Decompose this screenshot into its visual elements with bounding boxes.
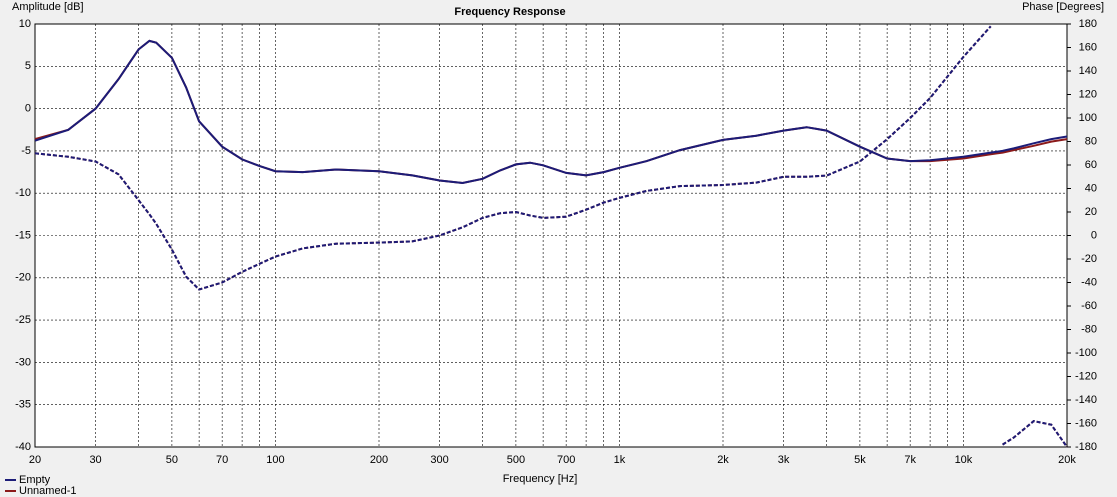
chart-title: Frequency Response xyxy=(454,6,565,18)
y2-tick-label: -120 xyxy=(1075,370,1097,382)
x-tick-label: 70 xyxy=(216,454,228,466)
x-tick-label: 20k xyxy=(1058,454,1076,466)
y-tick-label: 0 xyxy=(25,103,31,115)
y2-tick-label: -80 xyxy=(1081,323,1097,335)
y2-tick-label: 60 xyxy=(1085,159,1097,171)
y2-tick-label: -60 xyxy=(1081,300,1097,312)
phase-line xyxy=(34,25,1068,448)
y2-tick-label: 100 xyxy=(1079,112,1097,124)
y2-tick-label: 20 xyxy=(1085,206,1097,218)
x-axis-label: Frequency [Hz] xyxy=(503,473,578,485)
y-tick-label: -25 xyxy=(15,314,31,326)
y2-tick-label: 120 xyxy=(1079,88,1097,100)
x-tick-label: 7k xyxy=(904,454,916,466)
x-tick-label: 500 xyxy=(507,454,525,466)
y-tick-label: -40 xyxy=(15,441,31,453)
y2-tick-label: 0 xyxy=(1091,229,1097,241)
y2-axis-label: Phase [Degrees] xyxy=(1022,1,1104,13)
y2-tick-label: 80 xyxy=(1085,135,1097,147)
x-tick-label: 100 xyxy=(266,454,284,466)
y-tick-label: -5 xyxy=(21,145,31,157)
x-tick-label: 10k xyxy=(955,454,973,466)
x-tick-label: 200 xyxy=(370,454,388,466)
x-tick-label: 2k xyxy=(717,454,729,466)
y2-tick-label: 160 xyxy=(1079,41,1097,53)
x-tick-label: 1k xyxy=(614,454,626,466)
y2-tick-label: -100 xyxy=(1075,347,1097,359)
y2-tick-label: 40 xyxy=(1085,182,1097,194)
y2-tick-label: -160 xyxy=(1075,417,1097,429)
x-tick-label: 3k xyxy=(778,454,790,466)
y-tick-label: -30 xyxy=(15,356,31,368)
y2-tick-label: -180 xyxy=(1075,441,1097,453)
legend-label: Empty xyxy=(19,474,51,486)
y-tick-label: -20 xyxy=(15,272,31,284)
y-tick-label: -35 xyxy=(15,399,31,411)
x-tick-label: 50 xyxy=(166,454,178,466)
y-axis-label: Amplitude [dB] xyxy=(12,1,84,13)
x-tick-label: 5k xyxy=(854,454,866,466)
y2-tick-label: 140 xyxy=(1079,65,1097,77)
y2-tick-label: -140 xyxy=(1075,394,1097,406)
y-tick-label: -15 xyxy=(15,229,31,241)
legend-label: Unnamed-1 xyxy=(19,485,76,497)
x-tick-label: 30 xyxy=(89,454,101,466)
x-tick-label: 300 xyxy=(430,454,448,466)
y2-tick-label: -40 xyxy=(1081,276,1097,288)
y-tick-label: 10 xyxy=(19,18,31,30)
y-tick-label: -10 xyxy=(15,187,31,199)
y2-tick-label: -20 xyxy=(1081,253,1097,265)
y2-tick-label: 180 xyxy=(1079,18,1097,30)
y-tick-label: 5 xyxy=(25,60,31,72)
amplitude-line xyxy=(34,39,1068,185)
x-tick-label: 700 xyxy=(557,454,575,466)
x-tick-label: 20 xyxy=(29,454,41,466)
